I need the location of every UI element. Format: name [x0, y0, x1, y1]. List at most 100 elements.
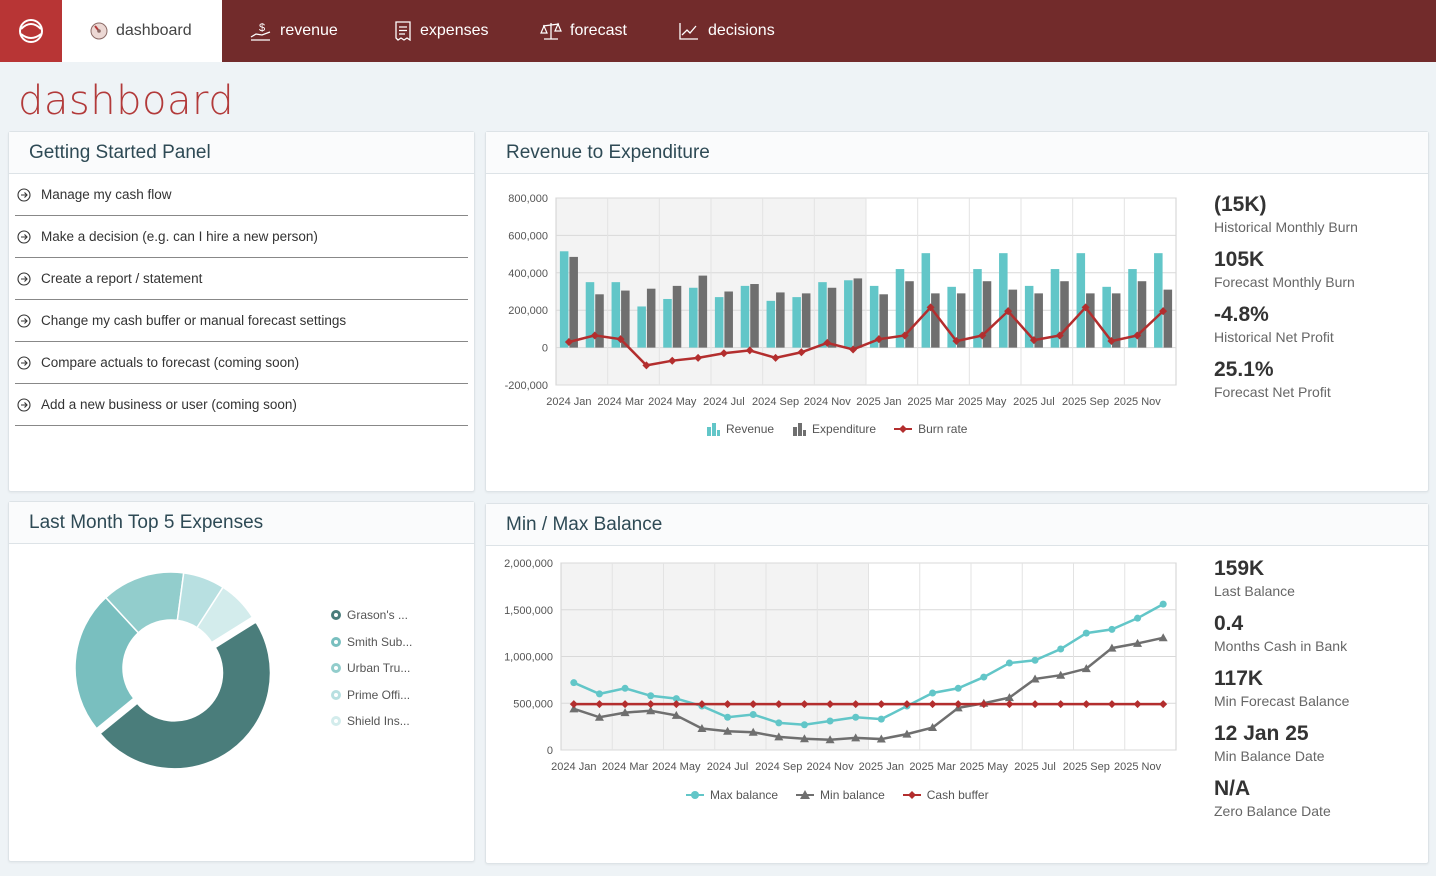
expenditure-bar — [646, 288, 656, 348]
cash-buffer-point — [902, 700, 911, 709]
legend-dot-icon — [331, 610, 341, 621]
list-item-label: Add a new business or user (coming soon) — [41, 397, 297, 412]
list-item-label: Create a report / statement — [41, 271, 203, 286]
expenditure-bar — [801, 293, 811, 348]
max-balance-point — [672, 695, 680, 703]
y-tick-label: 200,000 — [508, 305, 548, 317]
burn-rate-point — [694, 353, 703, 362]
legend-max-balance[interactable]: Max balance — [686, 788, 778, 802]
legend-dot-icon — [331, 689, 341, 700]
top-expenses-panel: Last Month Top 5 Expenses Grason's ... S… — [8, 501, 475, 862]
svg-text:$: $ — [259, 22, 265, 34]
max-balance-point — [647, 692, 655, 700]
revenue-expenditure-panel: Revenue to Expenditure -200,000 0 200,000 4… — [485, 131, 1429, 492]
expenditure-bar — [621, 290, 630, 348]
list-item[interactable]: Compare actuals to forecast (coming soon… — [15, 342, 468, 384]
tab-expenses[interactable]: expenses — [394, 0, 489, 62]
pie-legend-item[interactable]: Urban Tru... — [331, 655, 412, 682]
cash-buffer-point — [672, 700, 681, 709]
x-tick-label: 2025 Mar — [909, 761, 956, 773]
legend-revenue[interactable]: Revenue — [706, 422, 774, 436]
cash-buffer-point — [1056, 700, 1065, 709]
cash-buffer-point — [1159, 700, 1168, 709]
revenue-bar — [714, 297, 724, 348]
list-item[interactable]: Manage my cash flow — [15, 174, 468, 216]
receipt-icon — [395, 21, 411, 41]
min-balance-point — [671, 710, 681, 719]
min-balance-point — [1081, 664, 1091, 673]
balance-panel: Min / Max Balance 0 500,000 1,000,000 1,500… — [485, 503, 1429, 864]
y-tick-label: 800,000 — [508, 193, 548, 205]
donut-slice — [99, 620, 272, 770]
max-balance-point — [621, 684, 629, 692]
burn-rate-point — [1159, 307, 1168, 316]
list-item[interactable]: Change my cash buffer or manual forecast… — [15, 300, 468, 342]
cash-buffer-point — [569, 700, 578, 709]
pie-legend-item[interactable]: Prime Offi... — [331, 682, 412, 709]
min-balance-point — [620, 708, 630, 717]
legend-burn-rate[interactable]: Burn rate — [894, 422, 967, 436]
list-item[interactable]: Add a new business or user (coming soon) — [15, 384, 468, 426]
legend-label: Smith Sub... — [347, 634, 413, 649]
cash-buffer-point — [595, 700, 604, 709]
panel-title: Min / Max Balance — [486, 504, 1428, 546]
max-balance-point — [1082, 629, 1090, 637]
stat-value: 117K — [1214, 667, 1264, 690]
burn-rate-point — [874, 335, 883, 344]
legend-cash-buffer[interactable]: Cash buffer — [902, 788, 989, 802]
min-balance-point — [1158, 633, 1168, 642]
tab-label: forecast — [570, 22, 627, 39]
list-item[interactable]: Make a decision (e.g. can I hire a new p… — [15, 216, 468, 258]
pie-legend-item[interactable]: Grason's ... — [331, 602, 412, 629]
cash-buffer-point — [1107, 700, 1116, 709]
min-balance-point — [1056, 670, 1066, 679]
pie-legend-item[interactable]: Shield Ins... — [331, 708, 412, 735]
getting-started-list: Manage my cash flow Make a decision (e.g… — [9, 174, 474, 426]
list-item[interactable]: Create a report / statement — [15, 258, 468, 300]
legend-expenditure[interactable]: Expenditure — [792, 422, 876, 436]
y-tick-label: 2,000,000 — [504, 558, 553, 570]
legend-label: Min balance — [820, 788, 885, 802]
tab-dashboard[interactable]: dashboard — [62, 0, 222, 62]
legend-label: Revenue — [726, 422, 775, 436]
tab-label: dashboard — [116, 22, 192, 39]
burn-rate-point — [642, 361, 651, 370]
revenue-bar — [1076, 253, 1086, 348]
revenue-bar — [999, 253, 1008, 348]
x-tick-label: 2025 Nov — [1114, 396, 1162, 408]
pie-legend-item[interactable]: Smith Sub... — [331, 629, 412, 656]
brand-logo-icon — [19, 19, 43, 43]
expenditure-bar — [982, 281, 992, 348]
cash-buffer-point — [774, 700, 783, 709]
min-max-balance-chart: 0 500,000 1,000,000 1,500,000 2,000,000 2024 … — [504, 558, 1177, 773]
x-tick-label: 2024 Nov — [807, 761, 855, 773]
burn-rate-point — [978, 331, 987, 340]
stat-label: Forecast Monthly Burn — [1214, 274, 1355, 290]
revenue-bar — [585, 282, 595, 348]
legend-label: Prime Offi... — [347, 687, 411, 702]
tab-decisions[interactable]: decisions — [678, 0, 775, 62]
cash-buffer-point — [1031, 700, 1040, 709]
tab-forecast[interactable]: forecast — [540, 0, 627, 62]
revenue-bar — [1128, 269, 1137, 348]
burn-rate-point — [1055, 331, 1064, 340]
expenditure-bar — [931, 293, 940, 348]
gauge-icon — [90, 22, 108, 40]
line-legend-icon — [902, 791, 921, 799]
revenue-bar — [844, 280, 853, 348]
top-expenses-donut — [74, 571, 272, 770]
brand-logo[interactable] — [0, 0, 62, 62]
arrow-circle-icon — [17, 313, 31, 328]
cash-buffer-point — [697, 700, 706, 709]
legend-min-balance[interactable]: Min balance — [796, 788, 885, 802]
tab-revenue[interactable]: $ revenue — [250, 0, 338, 62]
revenue-bar — [740, 285, 750, 348]
expenditure-bar — [1137, 281, 1147, 348]
expenditure-bar — [1008, 289, 1018, 348]
max-balance-point — [1031, 656, 1039, 664]
min-balance-point — [723, 726, 733, 735]
burn-rate-point — [926, 303, 935, 312]
legend-dot-icon — [331, 636, 341, 647]
burn-rate-point — [564, 337, 573, 346]
legend-label: Urban Tru... — [347, 661, 411, 676]
